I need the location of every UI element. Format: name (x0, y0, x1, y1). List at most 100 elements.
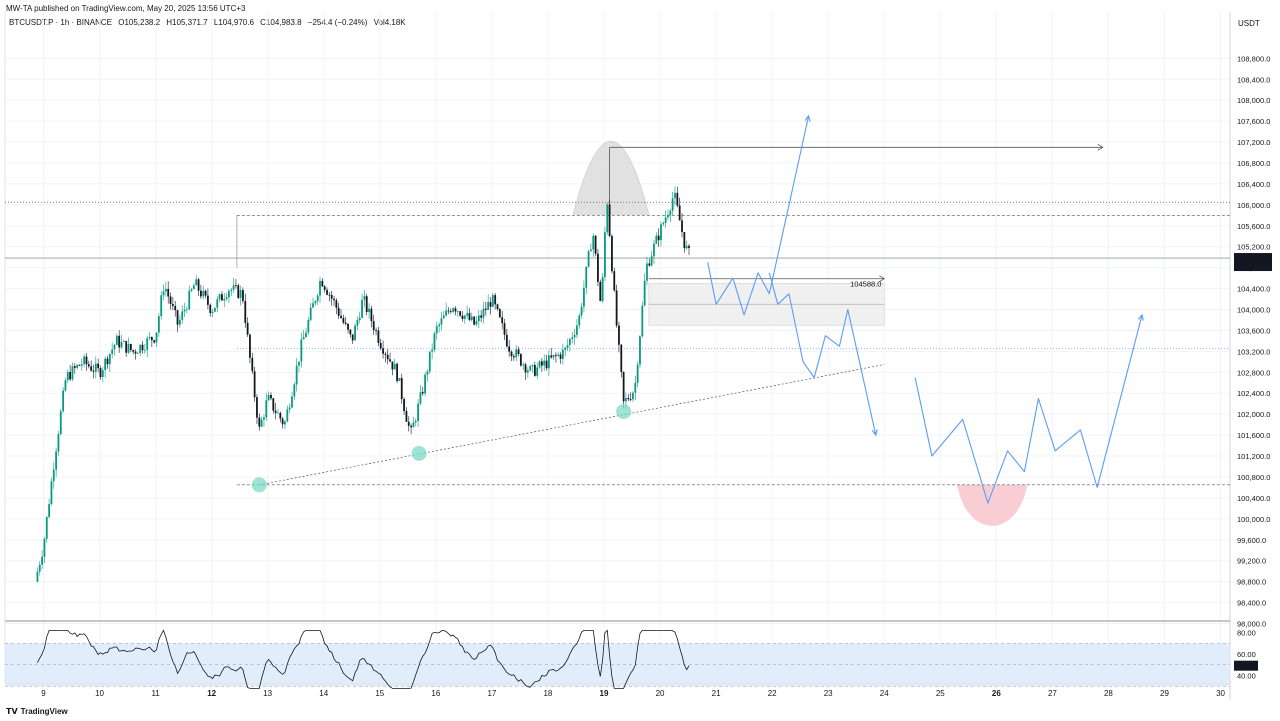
rsi-current-label: 49.13 (1237, 662, 1256, 671)
candle-body (157, 316, 160, 333)
candle-body (293, 384, 296, 397)
candle-body (363, 296, 366, 300)
price-tick-label: 102,400.0 (1237, 389, 1270, 398)
candle-body (559, 354, 562, 359)
candle-body (391, 361, 394, 370)
symbol-label[interactable]: BTCUSDT.P · 1h · BINANCE (9, 18, 112, 27)
candle-body (564, 347, 567, 350)
time-tick-label: 19 (600, 689, 609, 698)
price-tick-label: 105,200.0 (1237, 243, 1270, 252)
candle-body (295, 365, 298, 385)
candle-body (678, 205, 681, 221)
candle-body (463, 315, 466, 319)
candle-body (136, 353, 139, 354)
time-tick-label: 20 (656, 689, 665, 698)
candle-body (188, 290, 191, 310)
candle-body (611, 236, 613, 272)
brand-name[interactable]: TradingView (20, 707, 68, 716)
candle-body (337, 307, 340, 316)
ascending-trendline (259, 364, 885, 486)
candle-body (634, 382, 637, 393)
price-tick-label: 104,400.0 (1237, 285, 1270, 294)
price-tick-label: 107,600.0 (1237, 117, 1270, 126)
candle-body (606, 204, 609, 233)
top-dome-shape (572, 140, 650, 215)
candle-body (569, 338, 571, 346)
candle-body (92, 370, 95, 372)
candle-body (412, 422, 415, 428)
price-tick-label: 98,000.0 (1237, 620, 1266, 629)
candle-body (543, 360, 546, 366)
candle-body (101, 370, 104, 378)
candle-body (480, 315, 483, 318)
candle-body (377, 330, 380, 343)
candle-body (503, 323, 506, 335)
currency-label[interactable]: USDT (1238, 19, 1260, 28)
candle-body (108, 353, 111, 365)
projection-cup-reversal (914, 314, 1143, 504)
candle-body (585, 266, 588, 288)
candle-body (522, 364, 525, 366)
candle-body (547, 355, 550, 369)
candle-body (426, 371, 429, 375)
candle-body (115, 335, 118, 345)
cup-shape (957, 484, 1028, 526)
candle-body (505, 334, 508, 347)
candle-body (410, 425, 412, 428)
candle-body (202, 290, 205, 297)
candle-body (389, 359, 391, 362)
candle-body (38, 564, 41, 572)
candles-group (36, 186, 690, 583)
candle-body (508, 346, 511, 352)
candle-body (627, 397, 630, 400)
price-tick-label: 103,200.0 (1237, 347, 1270, 356)
candle-body (625, 397, 627, 402)
price-tick-label: 101,200.0 (1237, 452, 1270, 461)
candle-body (664, 217, 667, 224)
candle-body (216, 299, 219, 308)
candle-body (277, 412, 279, 414)
time-tick-label: 11 (151, 689, 160, 698)
time-tick-label: 15 (375, 689, 384, 698)
publish-info: MW-TA published on TradingView.com, May … (6, 4, 246, 13)
candle-body (193, 285, 195, 290)
candle-body (573, 334, 576, 338)
candle-body (347, 323, 349, 330)
candle-body (531, 365, 534, 367)
candle-body (270, 394, 272, 399)
candle-body (491, 295, 494, 307)
price-tick-label: 107,200.0 (1237, 138, 1270, 147)
candle-body (613, 271, 616, 291)
candle-body (435, 326, 438, 334)
candle-body (501, 317, 504, 324)
candle-body (148, 336, 151, 339)
candle-body (344, 322, 347, 324)
candle-body (167, 288, 170, 297)
candle-body (417, 403, 420, 421)
resistance-arrow-head (1097, 143, 1104, 151)
candle-body (475, 321, 478, 325)
candle-body (244, 300, 247, 323)
time-tick-label: 17 (487, 689, 496, 698)
candle-body (69, 372, 72, 380)
candle-body (71, 366, 74, 380)
rsi-tick-label: 80.00 (1237, 629, 1256, 638)
candle-body (76, 365, 79, 368)
candle-body (150, 336, 153, 341)
candle-body (545, 360, 548, 369)
candle-body (375, 330, 377, 332)
candle-body (484, 308, 487, 310)
price-tick-label: 101,600.0 (1237, 431, 1270, 440)
candle-body (230, 289, 233, 291)
candle-body (260, 419, 263, 427)
price-tick-label: 108,000.0 (1237, 96, 1270, 105)
candle-body (302, 337, 305, 340)
candle-body (55, 451, 58, 470)
candle-body (256, 397, 258, 418)
time-tick-label: 26 (992, 689, 1001, 698)
time-tick-label: 27 (1048, 689, 1057, 698)
price-tick-label: 100,400.0 (1237, 494, 1270, 503)
candle-body (106, 358, 109, 365)
candle-body (286, 409, 289, 422)
